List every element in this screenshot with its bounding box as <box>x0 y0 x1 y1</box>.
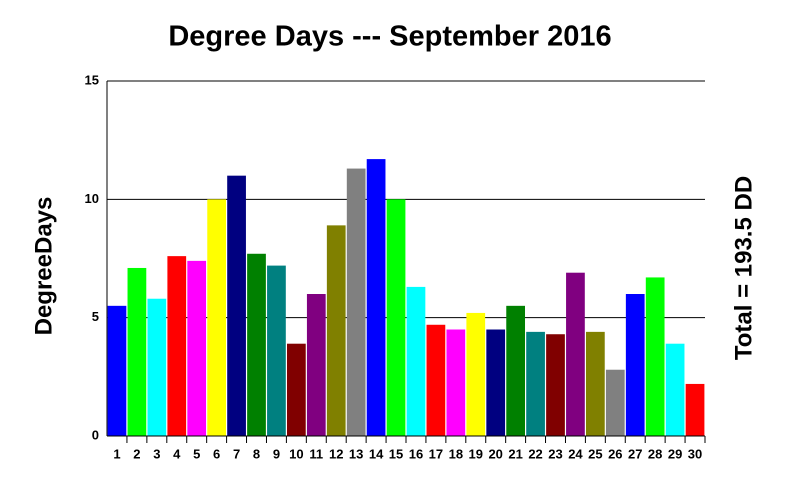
bar <box>406 286 426 436</box>
bar <box>625 294 645 436</box>
bar <box>486 329 506 436</box>
bar <box>685 383 705 436</box>
bar <box>326 225 346 436</box>
x-tick-label: 16 <box>409 446 423 461</box>
x-tick-label: 24 <box>568 446 583 461</box>
x-tick-label: 8 <box>253 446 260 461</box>
x-tick-label: 22 <box>528 446 542 461</box>
x-tick-label: 13 <box>349 446 363 461</box>
x-tick-label: 26 <box>608 446 622 461</box>
x-tick-label: 19 <box>469 446 483 461</box>
y-axis-label: DegreeDays <box>30 197 57 336</box>
x-tick-label: 11 <box>309 446 323 461</box>
bar <box>346 168 366 437</box>
x-tick-label: 27 <box>628 446 642 461</box>
bar <box>645 277 665 436</box>
bar <box>207 199 227 436</box>
x-tick-label: 18 <box>449 446 463 461</box>
bar <box>227 175 246 436</box>
x-tick-label: 29 <box>668 446 682 461</box>
x-tick-label: 21 <box>508 446 522 461</box>
bar <box>386 199 406 436</box>
y-tick-label: 10 <box>85 191 99 206</box>
bar <box>127 267 147 436</box>
bar <box>566 272 585 436</box>
x-tick-label: 12 <box>329 446 343 461</box>
x-tick-label: 30 <box>688 446 702 461</box>
x-tick-label: 20 <box>488 446 502 461</box>
bar <box>506 305 526 436</box>
x-tick-label: 15 <box>389 446 403 461</box>
x-tick-label: 1 <box>113 446 120 461</box>
bar <box>466 312 486 436</box>
bar <box>247 253 266 436</box>
y-tick-label: 15 <box>85 72 99 87</box>
x-tick-label: 9 <box>273 446 280 461</box>
x-tick-label: 7 <box>233 446 240 461</box>
bar <box>187 260 207 436</box>
x-tick-label: 3 <box>153 446 160 461</box>
bar <box>585 331 605 436</box>
y-tick-label: 5 <box>92 309 99 324</box>
bar <box>107 305 127 436</box>
bar <box>167 256 187 436</box>
bar <box>267 265 286 436</box>
bar <box>605 369 625 436</box>
x-tick-label: 5 <box>193 446 200 461</box>
bar <box>546 334 565 436</box>
total-annotation: Total = 193.5 DD <box>730 176 757 360</box>
bar <box>147 298 167 436</box>
chart-title: Degree Days --- September 2016 <box>168 21 611 53</box>
x-tick-label: 14 <box>369 446 384 461</box>
bar <box>526 331 545 436</box>
x-tick-label: 6 <box>213 446 220 461</box>
bar <box>286 343 306 436</box>
x-tick-label: 4 <box>173 446 181 461</box>
bar <box>306 294 326 436</box>
x-tick-label: 25 <box>588 446 602 461</box>
x-tick-label: 17 <box>429 446 443 461</box>
x-tick-label: 23 <box>548 446 562 461</box>
bar <box>665 343 685 436</box>
bar <box>426 324 446 436</box>
x-tick-label: 10 <box>289 446 303 461</box>
x-tick-label: 28 <box>648 446 662 461</box>
bar <box>446 329 466 436</box>
y-tick-label: 0 <box>92 427 99 442</box>
bar <box>366 159 386 436</box>
x-tick-label: 2 <box>133 446 140 461</box>
